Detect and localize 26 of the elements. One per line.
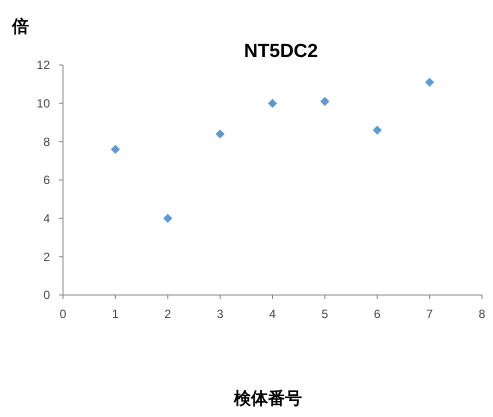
point (320, 96, 330, 106)
point (110, 144, 120, 154)
x-tick-label: 5 (322, 307, 329, 321)
y-tick-label: 12 (36, 58, 50, 72)
y-tick-label: 0 (43, 288, 50, 302)
x-tick-label: 4 (269, 307, 276, 321)
y-axis-title: 倍 (11, 17, 29, 36)
y-tick-label: 4 (43, 212, 50, 226)
point (425, 78, 434, 87)
y-tick-label: 8 (43, 134, 50, 149)
point (268, 98, 278, 108)
x-axis-title: 検体番号 (233, 389, 302, 408)
point (372, 126, 382, 135)
y-tick-label: 6 (43, 173, 50, 188)
x-tick-label: 3 (216, 307, 224, 321)
x-tick-label: 7 (426, 307, 434, 321)
y-tick-label: 2 (43, 250, 50, 264)
point (163, 214, 172, 223)
x-tick-label: 1 (112, 307, 120, 321)
x-tick-label: 6 (374, 307, 381, 321)
x-tick-label: 8 (478, 307, 486, 321)
y-tick-label: 10 (36, 96, 50, 111)
x-tick-label: 2 (164, 307, 172, 321)
point (216, 129, 225, 139)
chart-title: NT5DC2 (244, 41, 318, 62)
x-tick-label: 0 (60, 307, 67, 321)
